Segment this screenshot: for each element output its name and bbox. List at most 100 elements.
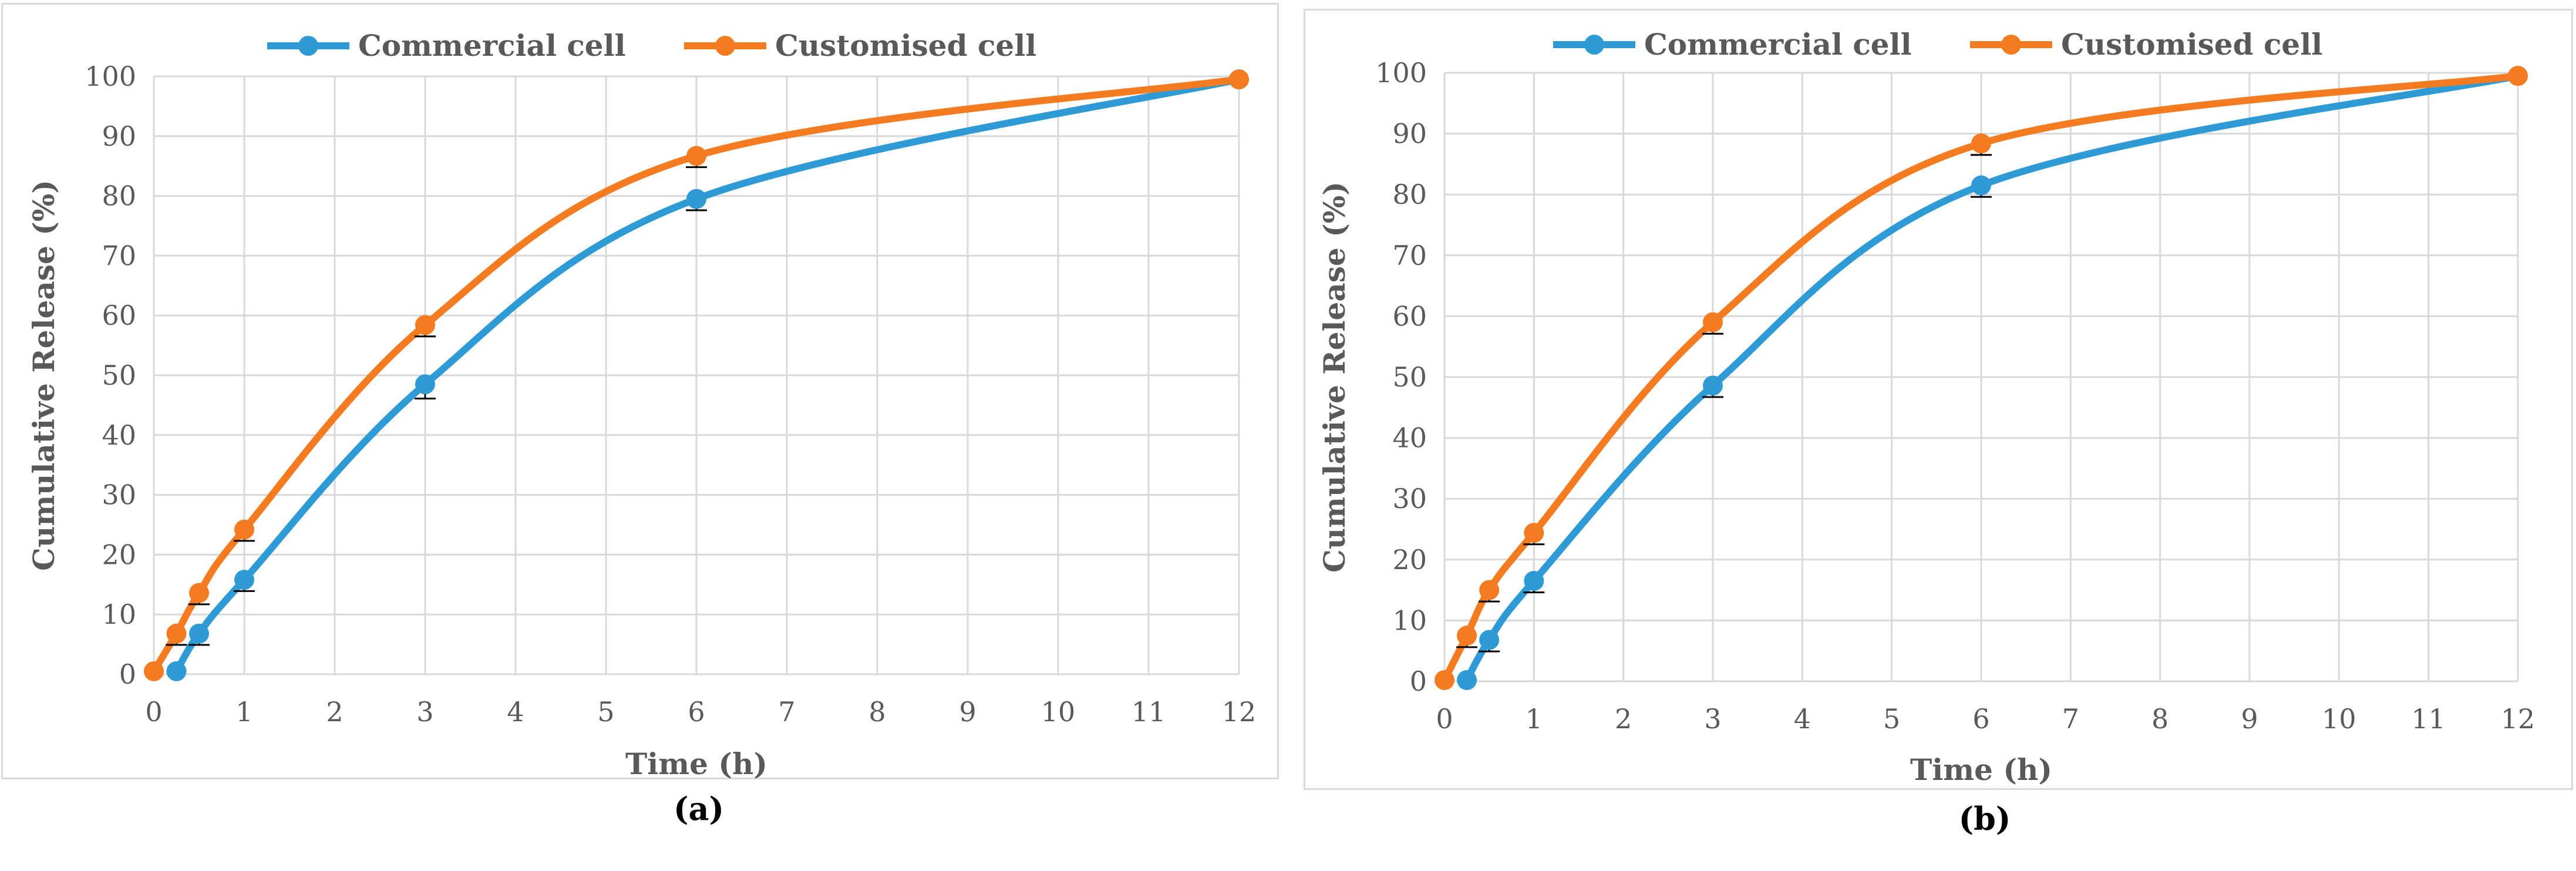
data-point [686,146,706,166]
data-point [415,315,435,335]
x-tick-label: 2 [326,696,343,728]
data-point [415,374,435,395]
x-tick-label: 0 [145,696,162,728]
y-tick-label: 90 [1392,118,1427,150]
x-tick-label: 4 [507,696,524,728]
x-tick-label: 1 [1526,703,1543,735]
y-tick-label: 40 [1392,422,1427,454]
data-point [1479,630,1500,650]
y-tick-label: 80 [102,180,136,212]
y-tick-label: 60 [1392,300,1427,332]
data-point [189,583,209,603]
y-tick-label: 10 [102,598,136,630]
x-tick-label: 9 [2241,703,2258,735]
data-point [2508,66,2528,86]
data-point [1703,375,1723,396]
series-line [173,76,1242,675]
y-tick-label: 10 [1392,604,1427,636]
x-tick-label: 2 [1615,703,1632,735]
series-commercial-b [1457,66,2528,690]
series-customised-b [1435,66,2528,690]
y-tick-label: 70 [1392,240,1427,271]
data-point [166,623,187,644]
legend-swatch-marker [2001,35,2021,55]
y-tick-label: 30 [1392,483,1427,514]
panel-label-b: (b) [1958,800,2011,838]
y-tick-label: 100 [1375,57,1427,89]
x-tick-label: 4 [1794,703,1811,735]
x-tick-label: 12 [2501,703,2535,735]
x-tick-label: 3 [1704,703,1721,735]
x-tick-label: 11 [2411,703,2446,735]
y-tick-label: 70 [102,240,136,271]
x-tick-label: 7 [778,696,795,728]
gridlines-a [153,75,1240,675]
x-tick-label: 5 [597,696,614,728]
x-tick-label: 3 [416,696,433,728]
x-tick-label: 8 [868,696,885,728]
y-tick-label: 0 [119,658,136,690]
x-tick-label: 6 [688,696,705,728]
x-tick-label: 8 [2151,703,2168,735]
data-point [1703,312,1723,332]
y-tick-label: 50 [102,359,136,391]
data-point [144,661,164,681]
data-point [1435,670,1454,690]
chart-panel-b-frame [1304,9,2573,790]
y-tick-label: 90 [102,120,136,152]
legend-entry-label: Customised cell [775,28,1036,63]
x-tick-label: 0 [1436,703,1453,735]
data-point [1971,175,1991,196]
data-point [166,661,187,681]
data-point [1479,580,1500,600]
x-tick-label: 11 [1132,696,1166,728]
x-axis-title: Time (h) [1910,752,2052,787]
gridlines-b [1443,72,2519,682]
y-tick-label: 50 [1392,361,1427,393]
data-point [1457,670,1477,690]
legend-swatch-marker [1584,35,1604,55]
panel-label-a: (a) [673,790,725,828]
y-tick-label: 100 [85,60,136,92]
legend-swatch-marker [298,36,318,56]
x-tick-label: 10 [1041,696,1076,728]
y-tick-label: 0 [1410,665,1427,697]
x-tick-label: 12 [1222,696,1257,728]
legend-swatch-marker [715,36,735,56]
series-line [1463,72,2521,684]
data-point [1524,523,1544,543]
data-point [189,623,209,644]
data-point [686,189,706,209]
legend-a: Commercial cell Customised cell [267,28,1036,63]
data-point [1457,625,1477,646]
legend-entry-label: Customised cell [2061,27,2322,62]
legend-entry-label: Commercial cell [358,28,626,63]
x-tick-label: 10 [2322,703,2356,735]
data-point [1229,69,1249,90]
data-point [1524,571,1544,591]
y-tick-label: 30 [102,479,136,511]
y-axis-title: Cumulative Release (%) [1317,181,1352,573]
x-tick-label: 1 [235,696,252,728]
series-customised-a [144,69,1249,681]
data-point [234,570,254,590]
data-point [1971,133,1991,154]
y-tick-label: 80 [1392,179,1427,210]
y-tick-label: 40 [102,419,136,451]
y-tick-label: 20 [1392,544,1427,576]
y-axis-title: Cumulative Release (%) [26,180,61,571]
x-axis-title: Time (h) [625,746,767,781]
y-tick-label: 20 [102,539,136,570]
x-tick-label: 9 [959,696,976,728]
legend-b: Commercial cell Customised cell [1553,27,2322,62]
data-point [234,519,254,540]
x-tick-label: 7 [2062,703,2079,735]
y-tick-label: 60 [102,300,136,331]
legend-entry-label: Commercial cell [1644,27,1912,62]
x-tick-label: 6 [1972,703,1989,735]
x-tick-label: 5 [1883,703,1900,735]
chart-panel-a-frame [1,3,1279,779]
